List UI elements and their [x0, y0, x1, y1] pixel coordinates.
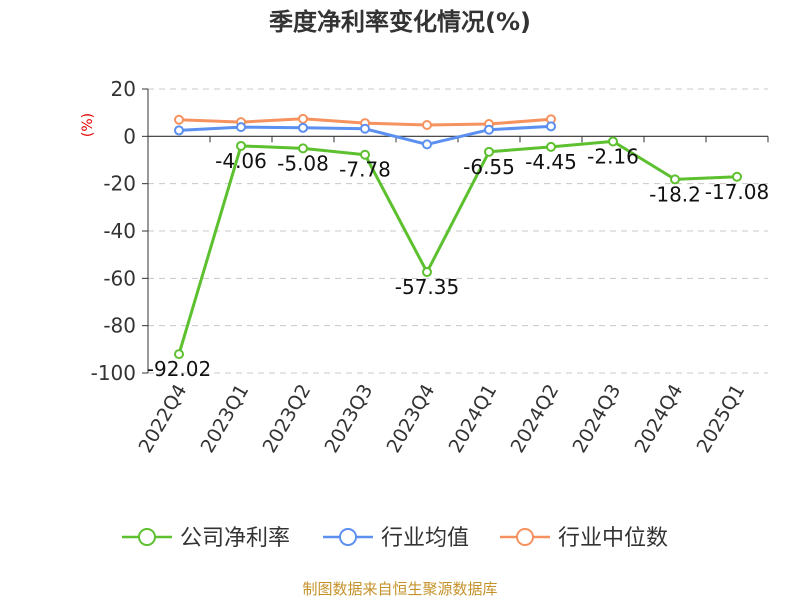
x-tick-label: 2023Q1	[197, 381, 254, 457]
x-tick-label: 2024Q1	[445, 381, 502, 457]
data-point	[360, 123, 370, 134]
legend[interactable]: 公司净利率 行业均值 行业中位数	[122, 526, 668, 551]
data-point	[236, 140, 246, 151]
data-point	[236, 122, 246, 133]
x-tick-label: 2022Q4	[135, 381, 192, 457]
data-point	[422, 267, 432, 278]
y-tick-label: -80	[103, 314, 136, 338]
data-point	[670, 174, 680, 185]
chart-title: 季度净利率变化情况(%)	[269, 8, 531, 36]
data-point	[174, 349, 184, 360]
x-tick-label: 2024Q3	[569, 381, 626, 457]
data-label: -2.16	[587, 144, 639, 168]
y-tick-label: 20	[111, 77, 136, 101]
y-tick-label: -20	[103, 172, 136, 196]
data-point	[484, 146, 494, 157]
data-label: -57.35	[395, 275, 459, 299]
data-point	[422, 119, 432, 130]
legend-label: 公司净利率	[180, 526, 290, 551]
data-label: -4.06	[215, 149, 267, 173]
source-note: 制图数据来自恒生聚源数据库	[302, 580, 497, 598]
data-point	[298, 143, 308, 154]
data-point	[732, 171, 742, 182]
data-point	[546, 141, 556, 152]
data-point	[422, 139, 432, 150]
data-label: -6.55	[463, 155, 515, 179]
y-axis-unit: (%)	[80, 113, 96, 137]
y-tick-label: -100	[91, 361, 136, 385]
data-label: -7.78	[339, 158, 391, 182]
x-tick-label: 2023Q3	[321, 381, 378, 457]
legend-label: 行业均值	[381, 526, 469, 551]
series	[174, 113, 742, 360]
y-tick-label: -40	[103, 219, 136, 243]
legend-item[interactable]: 行业均值	[323, 526, 469, 551]
data-point	[484, 124, 494, 135]
data-label: -17.08	[705, 180, 769, 204]
legend-marker	[339, 528, 357, 546]
y-tick-label: -60	[103, 266, 136, 290]
data-point	[174, 114, 184, 125]
x-tick-label: 2025Q1	[693, 381, 750, 457]
legend-item[interactable]: 行业中位数	[500, 526, 668, 551]
x-tick-label: 2024Q2	[507, 381, 564, 457]
data-label: -18.2	[649, 182, 701, 206]
data-labels: -92.02 -4.06 -5.08 -7.78 -57.35 -6.55 -4.45 -2.…	[147, 144, 769, 381]
data-label: -92.02	[147, 357, 211, 381]
x-tick-label: 2023Q2	[259, 381, 316, 457]
data-point	[608, 136, 618, 147]
data-point	[298, 122, 308, 133]
data-point	[360, 149, 370, 160]
data-label: -4.45	[525, 150, 577, 174]
data-label: -5.08	[277, 151, 329, 175]
series-line	[177, 139, 738, 355]
x-tick-label: 2023Q4	[383, 381, 440, 457]
grid	[148, 88, 768, 374]
x-tick-label: 2024Q4	[631, 381, 688, 457]
legend-label: 行业中位数	[558, 526, 668, 551]
y-tick-label: 0	[123, 124, 136, 148]
legend-marker	[138, 528, 156, 546]
legend-item[interactable]: 公司净利率	[122, 526, 290, 551]
data-point	[546, 121, 556, 132]
data-point	[298, 113, 308, 124]
legend-marker	[516, 528, 534, 546]
data-point	[174, 125, 184, 136]
